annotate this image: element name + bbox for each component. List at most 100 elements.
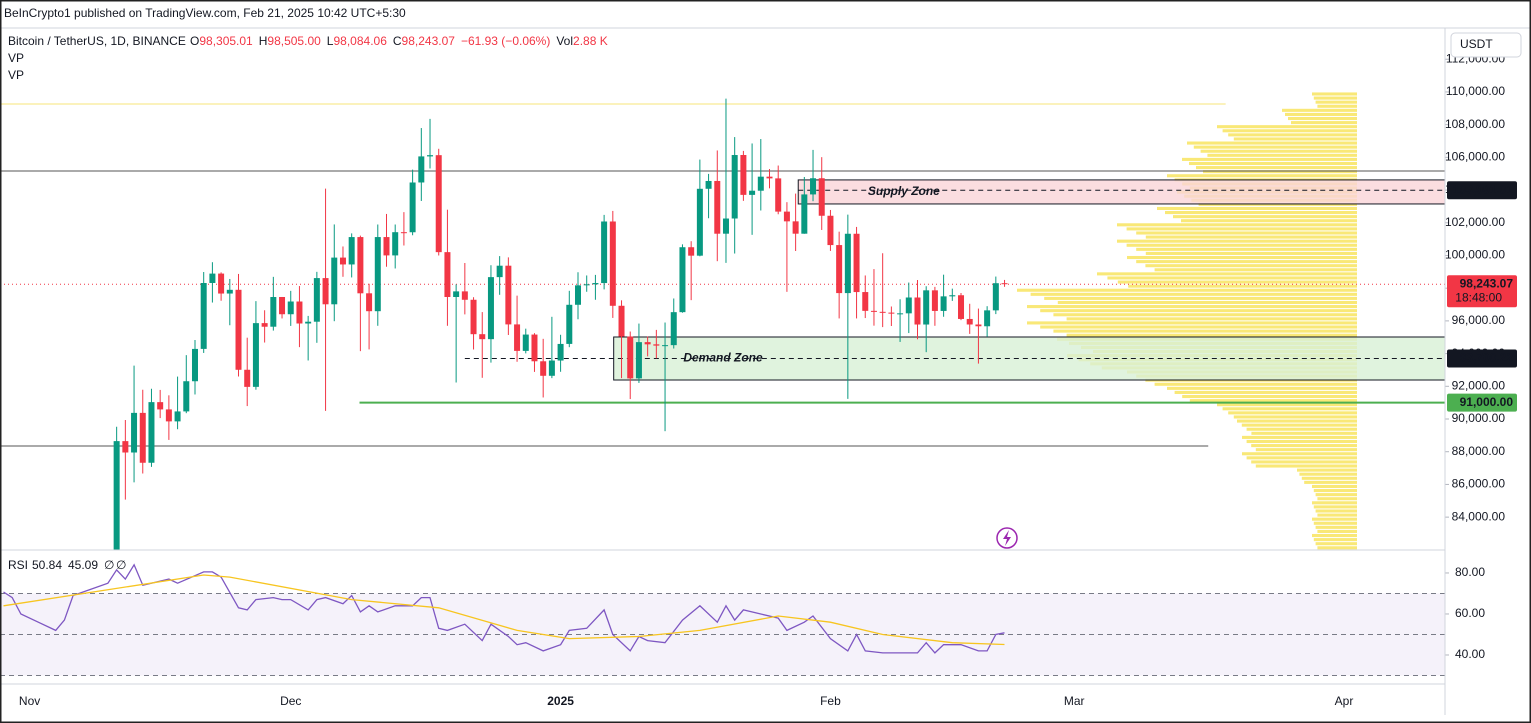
- currency-button[interactable]: [1450, 32, 1522, 58]
- legend-value: 98,505.00: [267, 34, 321, 48]
- candle-body: [113, 441, 120, 550]
- volume-profile-bar: [1196, 166, 1357, 170]
- candle-body: [514, 324, 521, 351]
- volume-profile-bar: [1117, 280, 1357, 284]
- volume-profile-bar: [1193, 145, 1357, 149]
- candle-body: [131, 412, 138, 453]
- volume-profile-bar: [1255, 464, 1357, 468]
- x-tick-label: 2025: [547, 694, 574, 708]
- ohlc-legend: O98,305.01 H98,505.00 L98,084.06 C98,243.07…: [190, 34, 608, 48]
- volume-profile-bar: [1317, 497, 1357, 501]
- candle-body: [357, 237, 364, 294]
- candle-body: [827, 215, 834, 246]
- y-tick-label: 106,000.00: [1445, 150, 1505, 164]
- volume-profile-bar: [1255, 448, 1357, 452]
- volume-profile-bar: [1317, 546, 1357, 550]
- volume-profile-bar: [1313, 521, 1357, 525]
- candle-body: [453, 291, 460, 297]
- volume-profile-bar: [1315, 509, 1357, 513]
- volume-profile-bar: [1251, 431, 1357, 435]
- zone-label: Supply Zone: [868, 184, 940, 198]
- candle-body: [783, 211, 790, 222]
- volume-profile-bar: [1242, 435, 1357, 439]
- volume-profile-bar: [1117, 239, 1357, 243]
- rsi-legend-value: 45.09: [68, 558, 98, 572]
- volume-profile-bar: [1057, 300, 1357, 305]
- y-tick-label: 40.00: [1455, 647, 1485, 661]
- volume-profile-bar: [1299, 472, 1357, 476]
- volume-profile-bar: [1246, 427, 1357, 431]
- candle-body: [1001, 283, 1008, 285]
- legend-value: 98,084.06: [333, 34, 387, 48]
- volume-profile-bar: [1217, 403, 1357, 407]
- volume-profile-bar: [1030, 292, 1357, 296]
- volume-profile-bar: [1315, 100, 1357, 104]
- rsi-line: [3, 574, 1005, 646]
- candle-body: [583, 284, 590, 286]
- candle-body: [531, 334, 538, 362]
- volume-profile-bar: [1154, 382, 1357, 386]
- x-tick-label: Mar: [1064, 694, 1085, 708]
- candle-body: [435, 155, 442, 253]
- y-tick-label: 108,000.00: [1445, 117, 1505, 131]
- candle-body: [409, 182, 416, 233]
- legend-value: −61.93 (−0.06%): [461, 34, 550, 48]
- volume-profile-bar: [1246, 456, 1357, 460]
- x-tick-label: Dec: [280, 694, 301, 708]
- y-tick-label: 102,000.00: [1445, 215, 1505, 229]
- candle-body: [836, 245, 843, 294]
- rsi-legend-value: ∅: [116, 558, 126, 572]
- volume-profile-bar: [1136, 231, 1357, 235]
- price-label-box: [1447, 349, 1517, 368]
- candle-body: [339, 257, 346, 265]
- volume-profile-bar: [1017, 288, 1357, 292]
- candle-body: [183, 381, 190, 412]
- volume-profile-bar: [1040, 325, 1357, 329]
- rsi-title: RSI: [8, 558, 28, 572]
- symbol-title: Bitcoin / TetherUS, 1D, BINANCE: [8, 34, 186, 48]
- volume-profile-bar: [1251, 460, 1357, 464]
- volume-profile-bar: [1251, 444, 1357, 448]
- rsi-legend: 50.84 45.09 ∅ ∅: [32, 558, 126, 572]
- volume-profile-bar: [1312, 517, 1357, 521]
- candle-body: [862, 292, 869, 311]
- candle-body: [966, 318, 973, 325]
- candle-body: [392, 232, 399, 256]
- candle-body: [226, 289, 233, 294]
- legend-key: Vol: [556, 34, 573, 48]
- volume-profile-bar: [1053, 313, 1357, 317]
- candle-body: [200, 282, 207, 349]
- volume-profile-bar: [1222, 129, 1357, 133]
- candle-body: [940, 296, 947, 311]
- candle-body: [844, 233, 851, 294]
- candle-body: [470, 299, 477, 335]
- candle-body: [279, 296, 286, 315]
- volume-profile-bar: [1228, 411, 1357, 415]
- candle-body: [601, 221, 608, 284]
- price-label-box: [1447, 181, 1517, 200]
- candle-body: [888, 312, 895, 314]
- volume-profile-bar: [1157, 206, 1357, 211]
- candle-body: [635, 342, 642, 379]
- volume-profile-bar: [1097, 272, 1357, 276]
- volume-profile-bar: [1200, 149, 1357, 153]
- volume-profile-bar: [1189, 161, 1357, 166]
- volume-profile-bar: [1246, 439, 1357, 444]
- price-label: 98,243.07: [1460, 276, 1514, 290]
- candle-body: [644, 342, 651, 345]
- candle-body: [383, 237, 390, 256]
- volume-profile-bar: [1233, 137, 1357, 141]
- zone: [797, 179, 1445, 205]
- candle-body: [731, 155, 738, 219]
- currency[interactable]: USDT: [1460, 37, 1493, 51]
- candle-body: [331, 257, 338, 305]
- candle-body: [157, 402, 164, 410]
- candle-body: [740, 155, 747, 195]
- volume-profile-bar: [1145, 264, 1357, 268]
- candle-body: [722, 218, 729, 234]
- volume-profile-bar: [1315, 542, 1357, 546]
- candle-body: [775, 178, 782, 212]
- volume-profile-bar: [1126, 243, 1357, 247]
- legend-key: O: [190, 34, 199, 48]
